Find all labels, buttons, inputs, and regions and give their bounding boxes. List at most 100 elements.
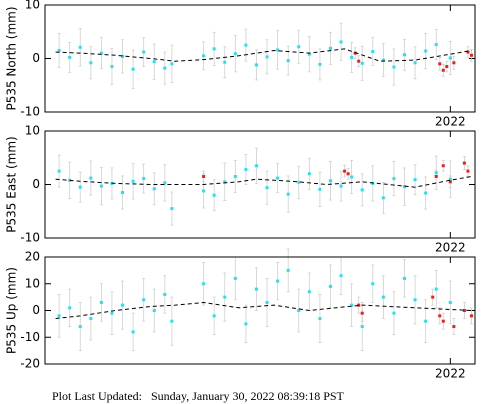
- data-point: [170, 207, 174, 211]
- data-point: [286, 268, 290, 272]
- data-point: [438, 62, 442, 66]
- data-point: [170, 319, 174, 323]
- data-point: [131, 330, 135, 334]
- data-point: [110, 65, 114, 69]
- data-point: [448, 177, 452, 181]
- data-point: [212, 47, 216, 51]
- data-point: [57, 169, 61, 173]
- data-point: [244, 322, 248, 326]
- data-point: [223, 180, 227, 184]
- data-point: [57, 314, 61, 318]
- data-point: [434, 287, 438, 291]
- data-point: [307, 290, 311, 294]
- data-point: [110, 311, 114, 315]
- data-point: [286, 59, 290, 63]
- data-point: [360, 61, 364, 65]
- data-point: [142, 50, 146, 54]
- data-point: [152, 309, 156, 312]
- data-point: [276, 279, 280, 283]
- data-point: [328, 179, 332, 183]
- data-point: [202, 189, 206, 193]
- plot-area: [55, 248, 473, 352]
- data-point: [360, 188, 364, 192]
- data-point: [452, 325, 456, 329]
- data-point: [99, 184, 103, 188]
- data-point: [121, 303, 125, 307]
- data-point: [413, 298, 417, 302]
- data-point: [307, 52, 311, 56]
- data-point: [244, 43, 248, 47]
- data-point: [318, 317, 322, 321]
- data-point: [434, 171, 438, 175]
- data-point: [438, 314, 442, 318]
- y-tick-label: 20: [25, 250, 40, 264]
- data-point: [244, 168, 248, 172]
- y-tick-label: 10: [25, 0, 40, 12]
- data-point: [441, 164, 445, 168]
- data-point: [346, 172, 350, 176]
- data-point: [413, 178, 417, 182]
- data-point: [202, 174, 206, 178]
- data-point: [254, 164, 258, 168]
- data-point: [371, 282, 375, 286]
- data-point: [142, 177, 146, 181]
- data-point: [350, 55, 354, 59]
- data-point: [357, 59, 361, 63]
- data-point: [78, 185, 82, 189]
- data-point: [223, 60, 227, 64]
- data-point: [431, 295, 435, 299]
- data-point: [339, 274, 343, 278]
- data-point: [441, 68, 445, 72]
- data-point: [212, 193, 216, 197]
- data-point: [381, 295, 385, 299]
- y-tick-label: 0: [32, 51, 40, 65]
- data-point: [403, 276, 407, 280]
- data-point: [448, 56, 452, 60]
- data-point: [350, 175, 354, 179]
- data-point: [452, 61, 456, 65]
- data-point: [466, 169, 470, 173]
- y-tick-label: 10: [25, 276, 40, 290]
- data-point: [339, 184, 343, 188]
- data-point: [343, 169, 347, 173]
- data-point: [448, 300, 452, 304]
- data-point: [297, 309, 301, 312]
- data-point: [413, 61, 417, 65]
- data-point: [392, 311, 396, 315]
- data-point: [297, 45, 301, 49]
- data-point: [152, 187, 156, 191]
- plot-frame: [44, 4, 476, 113]
- data-point: [328, 46, 332, 50]
- data-point: [68, 55, 72, 59]
- x-tick-label: 2022: [435, 367, 466, 381]
- data-point: [448, 180, 452, 184]
- plot-frame: [44, 256, 476, 365]
- data-point: [424, 319, 428, 323]
- data-point: [441, 319, 445, 323]
- data-point: [445, 65, 449, 69]
- trend-line: [55, 176, 472, 188]
- x-tick-label: 2022: [435, 115, 466, 129]
- data-point: [163, 181, 167, 185]
- data-point: [403, 185, 407, 189]
- data-point: [68, 306, 72, 310]
- data-point: [353, 51, 357, 55]
- trend-line: [55, 301, 472, 319]
- y-axis-label: P535 Up (mm): [5, 267, 19, 354]
- data-point: [202, 282, 206, 286]
- data-point: [89, 317, 93, 321]
- data-point: [434, 43, 438, 47]
- data-point: [99, 300, 103, 304]
- x-tick-label: 2022: [435, 241, 466, 255]
- data-point: [163, 66, 167, 70]
- data-point: [233, 174, 237, 178]
- data-point: [276, 48, 280, 52]
- y-axis-label: P535 East (mm): [5, 136, 19, 232]
- trend-line: [55, 48, 472, 62]
- data-point: [424, 191, 428, 195]
- data-point: [469, 53, 473, 57]
- plot-frame: [44, 130, 476, 239]
- data-point: [152, 60, 156, 64]
- data-point: [371, 50, 375, 54]
- plot-area: [55, 22, 473, 89]
